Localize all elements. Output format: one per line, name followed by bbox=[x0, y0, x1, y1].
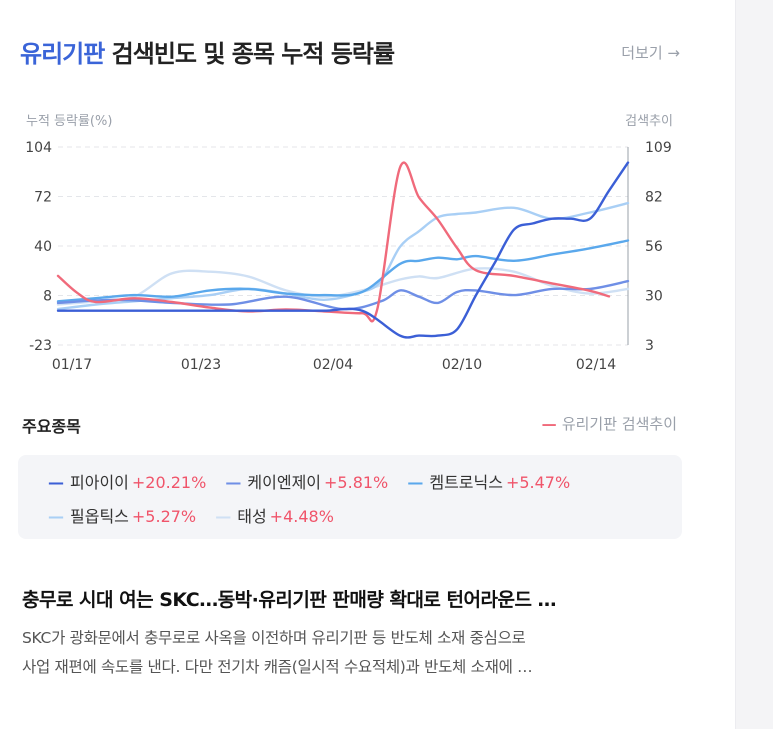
title-rest: 검색빈도 및 종목 누적 등락률 bbox=[104, 40, 395, 68]
legend-row-2: — 필옵틱스 +5.27% — 태성 +4.48% bbox=[48, 503, 348, 527]
series-line-5 bbox=[56, 161, 611, 323]
right-tick-label: 109 bbox=[645, 140, 672, 156]
search-trend-legend: — 유리기판 검색추이 bbox=[542, 413, 677, 434]
news-summary-line-2: 사업 재편에 속도를 낸다. 다만 전기차 캐즘(일시적 수요적체)과 반도체 … bbox=[22, 658, 533, 676]
legend-stock-name: 케이엔제이 bbox=[247, 473, 322, 492]
left-tick-label: -23 bbox=[29, 338, 52, 354]
legend-stock-pct: +20.21% bbox=[131, 473, 207, 492]
right-tick-label: 56 bbox=[645, 239, 663, 255]
series-line-0 bbox=[56, 161, 630, 339]
legend-stock-pct: +5.27% bbox=[131, 507, 197, 526]
news-summary: SKC가 광화문에서 충무로로 사옥을 이전하며 유리기판 등 반도체 소재 중… bbox=[22, 624, 687, 682]
right-tick-label: 30 bbox=[645, 289, 663, 305]
legend-dash-icon: — bbox=[48, 507, 64, 526]
x-tick-label: 02/10 bbox=[442, 357, 482, 373]
page-title: 유리기판 검색빈도 및 종목 누적 등락률 bbox=[20, 34, 680, 69]
legend-dash-icon: — bbox=[48, 473, 64, 492]
left-tick-label: 72 bbox=[34, 190, 52, 206]
legend-item-philoptics[interactable]: — 필옵틱스 +5.27% bbox=[48, 503, 196, 527]
x-tick-label: 01/23 bbox=[181, 357, 221, 373]
line-chart-svg: 104 109 72 82 40 56 8 30 -23 3 01/17 01/23 02/04 02/1… bbox=[25, 140, 672, 373]
news-title[interactable]: 충무로 시대 여는 SKC…동박·유리기판 판매량 확대로 턴어라운드 … bbox=[22, 589, 557, 611]
search-legend-label: 유리기판 검색추이 bbox=[561, 415, 677, 433]
legend-stock-pct: +4.48% bbox=[269, 507, 334, 526]
legend-stock-name: 피아이이 bbox=[70, 473, 129, 492]
legend-stock-name: 필옵틱스 bbox=[70, 507, 129, 526]
right-axis-title: 검색추이 bbox=[625, 114, 673, 129]
legend-stock-pct: +5.81% bbox=[324, 473, 389, 492]
x-tick-label: 01/17 bbox=[52, 357, 92, 373]
news-item[interactable]: 충무로 시대 여는 SKC…동박·유리기판 판매량 확대로 턴어라운드 … SK… bbox=[22, 585, 687, 682]
stock-legend-box: — 피아이이 +20.21% — 케이엔제이 +5.81% — 켐트로닉스 +5.47% —… bbox=[18, 455, 682, 539]
stocks-section-title: 주요종목 bbox=[22, 417, 81, 436]
legend-item-piaii[interactable]: — 피아이이 +20.21% bbox=[48, 469, 206, 493]
legend-item-chemtronics[interactable]: — 켐트로닉스 +5.47% bbox=[407, 469, 570, 493]
legend-item-taesung[interactable]: — 태성 +4.48% bbox=[215, 503, 334, 527]
right-tick-label: 82 bbox=[645, 190, 663, 206]
legend-dash-icon: — bbox=[225, 473, 242, 492]
chart: 누적 등락률(%) 검색추이 104 109 72 82 40 56 8 30 -23 3 01/1… bbox=[0, 100, 735, 390]
legend-stock-name: 켐트로닉스 bbox=[429, 473, 503, 492]
legend-dash-icon: — bbox=[407, 473, 424, 492]
theme-panel: 유리기판 검색빈도 및 종목 누적 등락률 더보기 → 누적 등락률(%) 검색… bbox=[0, 34, 735, 682]
x-tick-label: 02/14 bbox=[576, 357, 616, 373]
legend-item-knj[interactable]: — 케이엔제이 +5.81% bbox=[225, 469, 388, 493]
title-keyword: 유리기판 bbox=[20, 40, 105, 68]
header: 유리기판 검색빈도 및 종목 누적 등락률 더보기 → bbox=[20, 34, 680, 74]
more-link[interactable]: 더보기 → bbox=[621, 44, 680, 62]
left-tick-label: 104 bbox=[25, 140, 52, 156]
left-tick-label: 8 bbox=[43, 289, 52, 305]
left-tick-label: 40 bbox=[34, 239, 52, 255]
series-line-4 bbox=[56, 267, 630, 306]
legend-stock-name: 태성 bbox=[237, 507, 267, 526]
legend-row-1: — 피아이이 +20.21% — 케이엔제이 +5.81% — 켐트로닉스 +5.47% bbox=[48, 469, 584, 493]
right-gutter bbox=[735, 0, 773, 729]
left-axis-title: 누적 등락률(%) bbox=[26, 114, 113, 129]
search-legend-dash-icon: — bbox=[541, 415, 562, 433]
legend-dash-icon: — bbox=[215, 507, 232, 526]
news-summary-line-1: SKC가 광화문에서 충무로로 사옥을 이전하며 유리기판 등 반도체 소재 중… bbox=[22, 629, 526, 647]
x-tick-label: 02/04 bbox=[313, 357, 353, 373]
right-tick-label: 3 bbox=[645, 338, 654, 354]
legend-stock-pct: +5.47% bbox=[505, 473, 571, 492]
series-line-1 bbox=[56, 279, 630, 311]
